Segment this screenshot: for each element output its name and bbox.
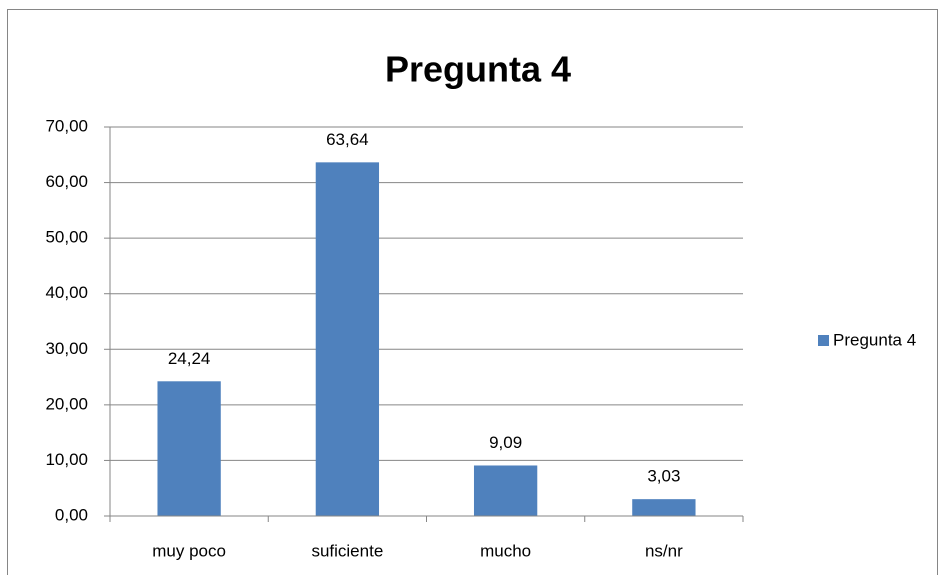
- chart-title: Pregunta 4: [385, 49, 571, 90]
- bar: [632, 499, 696, 516]
- data-label: 9,09: [489, 433, 522, 452]
- data-label: 63,64: [326, 130, 369, 149]
- x-tick-label: muy poco: [152, 541, 226, 560]
- y-tick-label: 40,00: [45, 283, 88, 302]
- y-tick-label: 70,00: [45, 116, 88, 135]
- x-tick-label: suficiente: [311, 541, 383, 560]
- y-tick-label: 30,00: [45, 339, 88, 358]
- legend-swatch: [818, 335, 829, 346]
- data-label: 24,24: [168, 349, 211, 368]
- x-tick-label: ns/nr: [645, 541, 683, 560]
- bar: [157, 381, 221, 516]
- y-tick-label: 50,00: [45, 228, 88, 247]
- x-tick-label: mucho: [480, 541, 531, 560]
- data-label: 3,03: [647, 467, 680, 486]
- y-tick-label: 20,00: [45, 394, 88, 413]
- y-tick-label: 60,00: [45, 172, 88, 191]
- chart-frame: [7, 9, 938, 575]
- y-tick-label: 10,00: [45, 450, 88, 469]
- y-tick-label: 0,00: [55, 505, 88, 524]
- legend-label: Pregunta 4: [833, 330, 916, 349]
- bar: [473, 465, 538, 516]
- bar: [315, 162, 380, 516]
